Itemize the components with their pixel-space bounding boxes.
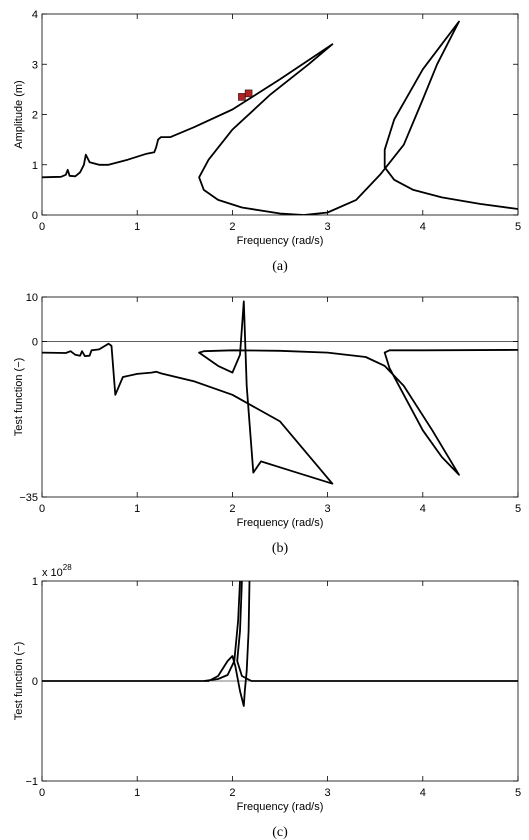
multiplier-exponent: 28 <box>63 563 72 572</box>
marker <box>244 89 253 98</box>
data-line <box>42 300 518 485</box>
x-tick-label: 3 <box>325 787 331 799</box>
x-tick-label: 5 <box>515 221 521 233</box>
x-tick-label: 1 <box>134 503 140 515</box>
y-tick-label: 2 <box>32 110 38 122</box>
y-tick-label: −35 <box>19 492 38 504</box>
multiplier-base: x 10 <box>42 567 63 579</box>
y-tick-label: 3 <box>32 59 38 71</box>
axis-multiplier: x 1028 <box>42 563 72 579</box>
x-tick-label: 4 <box>420 787 426 799</box>
marker <box>238 93 246 101</box>
x-tick-label: 1 <box>134 221 140 233</box>
x-tick-label: 3 <box>325 503 331 515</box>
x-axis-label: Frequency (rad/s) <box>237 517 324 529</box>
y-tick-label: 0 <box>32 210 38 222</box>
x-axis-label: Frequency (rad/s) <box>237 801 324 813</box>
x-tick-label: 0 <box>39 787 45 799</box>
y-tick-label: 1 <box>32 576 38 588</box>
caption: (b) <box>272 541 289 556</box>
data-line <box>42 581 518 707</box>
y-tick-label: 0 <box>32 676 38 688</box>
y-tick-label: −1 <box>25 776 38 788</box>
x-tick-label: 3 <box>325 221 331 233</box>
y-axis-label: Amplitude (m) <box>13 80 25 148</box>
x-tick-label: 0 <box>39 221 45 233</box>
y-axis-label: Test function (−) <box>13 642 25 721</box>
y-tick-label: 10 <box>26 292 38 304</box>
y-axis-label: Test function (−) <box>13 358 25 437</box>
y-tick-label: 1 <box>32 160 38 172</box>
axes-box <box>41 296 519 498</box>
x-tick-label: 5 <box>515 503 521 515</box>
x-tick-label: 0 <box>39 503 45 515</box>
caption: (c) <box>272 825 288 840</box>
x-tick-label: 2 <box>229 503 235 515</box>
x-tick-label: 1 <box>134 787 140 799</box>
x-tick-label: 2 <box>229 787 235 799</box>
x-axis-label: Frequency (rad/s) <box>237 235 324 247</box>
x-tick-label: 5 <box>515 787 521 799</box>
y-tick-label: 0 <box>32 336 38 348</box>
x-tick-label: 4 <box>420 503 426 515</box>
y-tick-label: 4 <box>32 9 38 21</box>
x-tick-label: 2 <box>229 221 235 233</box>
x-tick-label: 4 <box>420 221 426 233</box>
data-line <box>42 20 518 215</box>
caption: (a) <box>272 259 288 274</box>
